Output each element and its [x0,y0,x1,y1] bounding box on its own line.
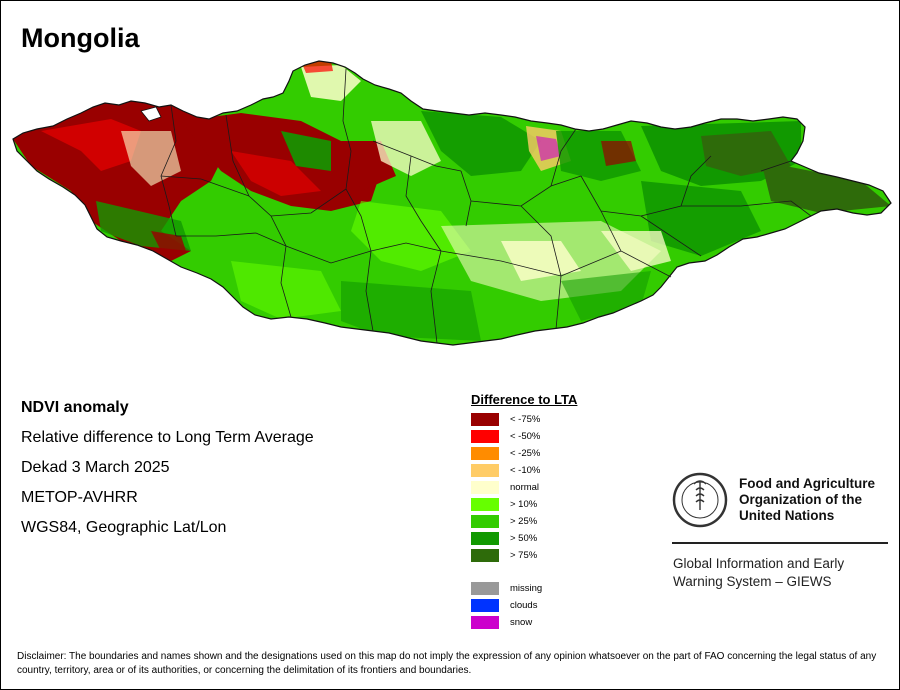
legend-item: > 50% [471,530,577,547]
legend-label: > 75% [510,550,538,561]
legend-label: normal [510,482,540,493]
legend-swatch [471,447,499,460]
fao-logo-icon [672,472,728,528]
legend-swatch [471,430,499,443]
legend-label: > 10% [510,499,538,510]
legend-label: < -75% [510,414,541,425]
product-description: Relative difference to Long Term Average [21,429,314,446]
legend-item: > 25% [471,513,577,530]
divider [672,542,888,544]
legend-item: < -75% [471,411,577,428]
legend-item: < -50% [471,428,577,445]
legend-swatch [471,515,499,528]
legend-item: snow [471,614,577,631]
legend-swatch [471,481,499,494]
legend-swatch [471,549,499,562]
legend-swatch [471,464,499,477]
legend-label: > 25% [510,516,538,527]
legend-item: > 75% [471,547,577,564]
legend-item: clouds [471,597,577,614]
legend-item: > 10% [471,496,577,513]
map-title: Mongolia [21,23,140,53]
ndvi-anomaly-map [12,60,892,346]
legend-swatch [471,582,499,595]
legend-swatch [471,599,499,612]
legend-label: missing [510,583,543,594]
disclaimer-text: Disclaimer: The boundaries and names sho… [17,651,877,676]
legend-spacer [471,564,577,580]
giews-line: Global Information and Early [673,556,845,571]
legend-label: clouds [510,600,538,611]
fao-organization-name: Food and Agriculture Organization of the… [739,476,899,524]
giews-line: Warning System – GIEWS [673,574,832,589]
legend-label: < -25% [510,448,541,459]
giews-name: Global Information and Early Warning Sys… [673,555,893,591]
fao-name-line: Food and Agriculture [739,476,875,491]
product-name: NDVI anomaly [21,399,129,416]
legend-swatch [471,616,499,629]
map-legend: Difference to LTA < -75% < -50% < -25% <… [471,392,577,631]
fao-name-line: United Nations [739,508,835,523]
sensor-name: METOP-AVHRR [21,489,138,506]
legend-title: Difference to LTA [471,392,578,407]
fao-name-line: Organization of the [739,492,862,507]
legend-swatch [471,532,499,545]
legend-label: < -10% [510,465,541,476]
projection-text: WGS84, Geographic Lat/Lon [21,519,227,536]
map-info-block: NDVI anomaly Relative difference to Long… [21,397,314,547]
legend-label: snow [510,617,533,628]
legend-item: < -10% [471,462,577,479]
legend-item: normal [471,479,577,496]
time-period: Dekad 3 March 2025 [21,459,170,476]
legend-label: < -50% [510,431,541,442]
legend-label: > 50% [510,533,538,544]
legend-swatch [471,413,499,426]
legend-swatch [471,498,499,511]
legend-item: < -25% [471,445,577,462]
legend-item: missing [471,580,577,597]
